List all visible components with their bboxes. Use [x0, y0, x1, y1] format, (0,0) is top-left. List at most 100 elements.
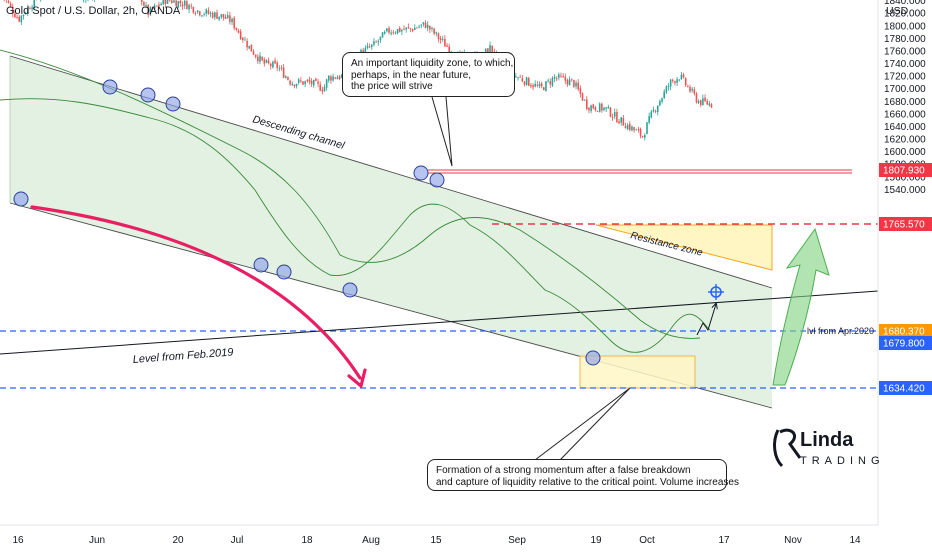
price-tick-label: 1740.000 [884, 59, 926, 70]
candle-body [195, 13, 197, 14]
candle-body [575, 83, 577, 87]
touch-circle [343, 283, 357, 297]
candle-body [558, 74, 560, 77]
candle-body [638, 129, 640, 130]
candle-body [620, 117, 622, 122]
candle-body [339, 76, 341, 78]
candle-body [681, 75, 683, 79]
candle-body [552, 78, 554, 86]
candle-body [528, 78, 530, 86]
candle-body [227, 15, 229, 18]
candle-body [285, 76, 287, 77]
time-tick-label: 14 [849, 535, 861, 546]
candle-body [618, 121, 620, 123]
candle-body [266, 60, 268, 63]
candle-body [691, 89, 693, 91]
logo-r-mark [775, 430, 800, 466]
candle-body [534, 84, 536, 87]
candle-body [188, 5, 190, 10]
candle-body [670, 80, 672, 87]
candle-body [410, 28, 412, 29]
candle-body [651, 111, 653, 117]
candle-body [165, 0, 167, 4]
candle-body [655, 111, 657, 112]
candle-body [661, 98, 663, 102]
up-arrow [773, 229, 829, 385]
candle-body [659, 101, 661, 105]
candle-body [565, 77, 567, 81]
candle-body [386, 28, 388, 31]
logo-main-text: Linda [800, 429, 854, 451]
candle-body [522, 78, 524, 81]
price-tick-label: 1800.000 [884, 21, 926, 32]
candle-body [302, 81, 304, 84]
momentum-note: Formation of a strong momentum after a f… [427, 459, 727, 491]
candle-body [683, 75, 685, 78]
level-apr-label: lvl from Apr.2020 [807, 326, 874, 336]
candle-body [425, 23, 427, 28]
candle-body [393, 32, 395, 33]
price-tick-label: 1640.000 [884, 122, 926, 133]
candle-body [279, 68, 281, 69]
candle-body [283, 68, 285, 78]
price-tick-label: 1600.000 [884, 147, 926, 158]
price-tag-label: 1765.570 [883, 220, 925, 231]
candle-body [377, 41, 379, 42]
chart-title: Gold Spot / U.S. Dollar, 2h, OANDA [6, 5, 180, 17]
candle-body [18, 17, 20, 22]
candle-body [608, 107, 610, 108]
candle-body [317, 82, 319, 84]
price-tick-label: 1760.000 [884, 46, 926, 57]
time-tick-label: Jul [231, 535, 244, 546]
price-tick-label: 1540.000 [884, 185, 926, 196]
candle-body [173, 0, 175, 2]
price-tick-label: 1620.000 [884, 135, 926, 146]
candle-body [592, 104, 594, 108]
candle-body [367, 46, 369, 48]
candle-body [577, 83, 579, 90]
candle-body [184, 1, 186, 6]
candle-body [554, 77, 556, 79]
candle-body [524, 82, 526, 85]
candle-body [644, 135, 646, 138]
candle-body [573, 80, 575, 87]
time-tick-label: 19 [590, 535, 602, 546]
candle-body [532, 85, 534, 87]
candle-body [296, 84, 298, 86]
time-tick-label: Aug [362, 535, 380, 546]
candle-body [545, 81, 547, 91]
touch-circle [277, 265, 291, 279]
candle-body [629, 124, 631, 130]
candle-body [399, 28, 401, 32]
candle-body [298, 79, 300, 82]
liquidity-note-pointer [432, 97, 452, 166]
logo-sub-text: TRADING [800, 455, 880, 467]
candle-body [384, 32, 386, 34]
candle-body [193, 7, 195, 13]
candle-body [205, 10, 207, 14]
touch-circle [430, 173, 444, 187]
candle-body [405, 28, 407, 30]
note-line: Formation of a strong momentum after a f… [436, 465, 718, 477]
candle-body [180, 1, 182, 4]
candle-body [642, 136, 644, 137]
candle-body [556, 78, 558, 79]
candle-body [614, 112, 616, 117]
linda-trading-logo: Linda TRADING [770, 422, 880, 472]
candle-body [291, 84, 293, 85]
candle-body [380, 37, 382, 40]
candle-body [264, 60, 266, 64]
candle-body [324, 87, 326, 92]
candle-body [203, 14, 205, 15]
candle-body [702, 98, 704, 105]
candle-body [711, 104, 713, 107]
candle-body [635, 130, 637, 131]
candle-body [309, 80, 311, 82]
price-tick-label: 1660.000 [884, 109, 926, 120]
candle-body [584, 100, 586, 101]
candle-body [423, 22, 425, 24]
time-tick-label: Nov [784, 535, 802, 546]
candle-body [436, 32, 438, 33]
